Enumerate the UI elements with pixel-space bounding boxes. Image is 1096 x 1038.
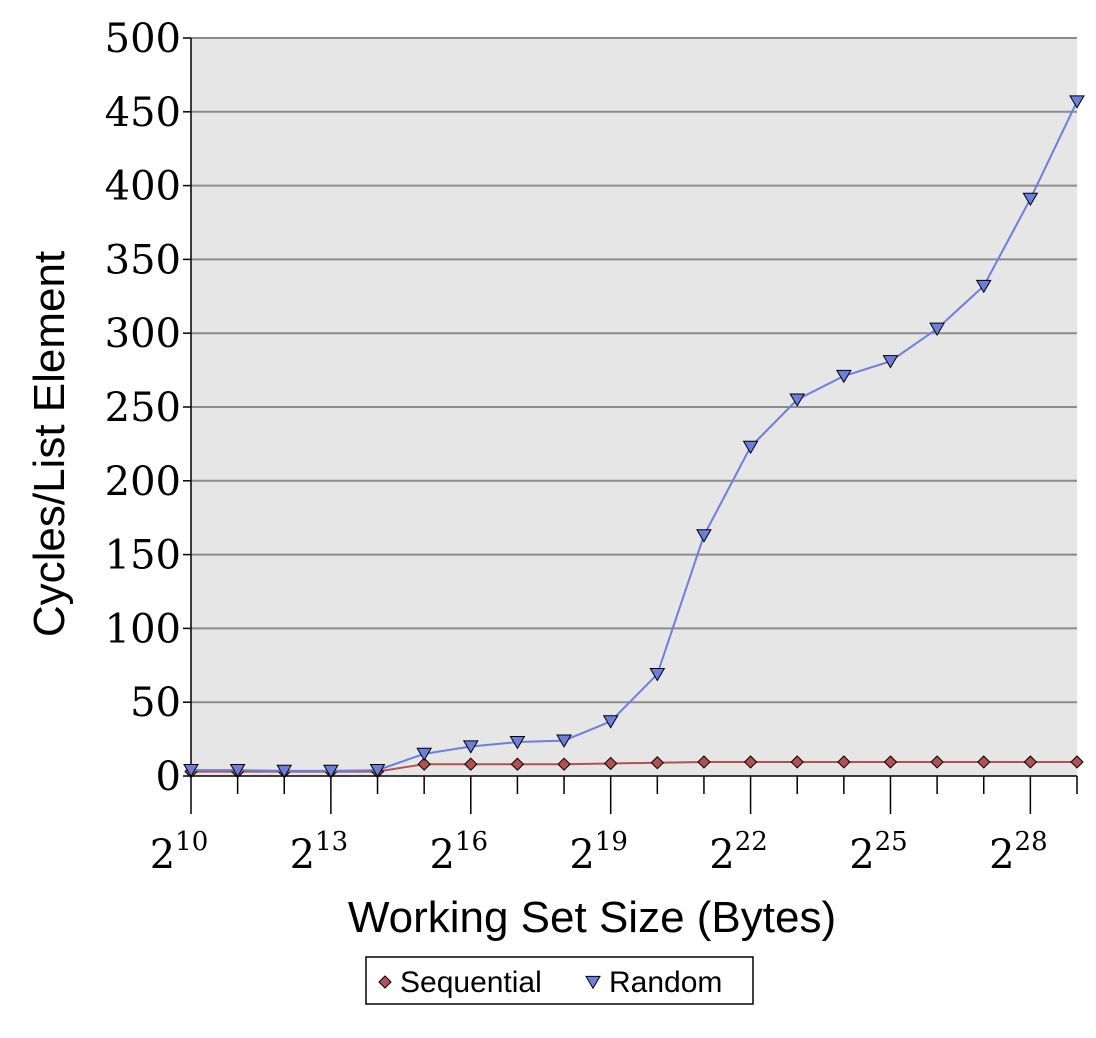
x-tick-label: 216 <box>430 827 489 878</box>
data-point-sequential <box>790 755 804 769</box>
data-point-sequential <box>510 757 525 771</box>
data-point-random <box>975 279 992 294</box>
data-point-random <box>229 763 246 778</box>
y-tick-label: 350 <box>105 237 181 283</box>
series-line-random <box>191 101 1078 772</box>
y-tick-label: 200 <box>105 459 181 505</box>
data-point-random <box>1022 192 1039 207</box>
data-point-sequential <box>883 755 898 769</box>
data-point-random <box>1069 95 1085 109</box>
data-point-random <box>369 763 386 778</box>
data-point-sequential <box>557 757 571 771</box>
legend-marker-sequential <box>378 975 392 989</box>
series-random <box>183 95 1085 779</box>
data-point-random <box>835 369 852 384</box>
data-point-random <box>882 355 899 369</box>
data-point-random <box>462 740 479 754</box>
x-tick-label: 228 <box>989 827 1048 878</box>
y-tick-label: 100 <box>105 606 181 652</box>
data-point-sequential <box>417 757 431 771</box>
data-point-sequential <box>743 755 758 769</box>
y-tick-label: 500 <box>105 16 181 62</box>
data-point-random <box>556 734 572 748</box>
y-tick-label: 450 <box>105 90 181 136</box>
data-point-sequential <box>837 755 851 769</box>
data-point-random <box>509 735 526 750</box>
data-point-sequential <box>650 756 665 770</box>
tick-labels: 0 50 100 150 200 250 300 350 400 450 500 210 213 216 2… <box>105 16 1048 878</box>
data-point-random <box>276 764 293 779</box>
data-point-sequential <box>1023 755 1038 769</box>
data-point-sequential <box>1070 755 1084 769</box>
legend-label-random: Random <box>609 966 722 999</box>
data-point-random <box>602 715 619 729</box>
x-tick-label: 222 <box>709 827 768 878</box>
x-tick-label: 225 <box>849 827 908 878</box>
data-point-sequential <box>464 757 478 771</box>
data-point-random <box>929 322 945 337</box>
data-point-random <box>323 764 339 779</box>
y-tick-label: 150 <box>105 533 181 579</box>
axes <box>183 37 1078 814</box>
legend: Sequential Random <box>365 956 754 1005</box>
data-point-random <box>183 763 199 778</box>
y-tick-label: 50 <box>130 680 181 726</box>
series-group <box>183 95 1085 779</box>
x-tick-label: 210 <box>150 827 209 878</box>
data-point-random <box>789 393 806 407</box>
data-point-random <box>416 747 433 762</box>
legend-box <box>365 956 754 1005</box>
data-point-random <box>649 668 666 682</box>
legend-marker-random <box>585 975 601 990</box>
y-tick-label: 250 <box>105 385 181 431</box>
y-tick-label: 0 <box>156 754 181 800</box>
data-point-random <box>742 440 759 455</box>
y-tick-label: 300 <box>105 311 181 357</box>
x-tick-label: 213 <box>290 827 349 878</box>
data-point-sequential <box>697 755 711 769</box>
data-point-sequential <box>977 755 991 769</box>
data-point-random <box>696 529 712 543</box>
y-axis-label: Cycles/List Element <box>25 251 74 637</box>
legend-label-sequential: Sequential <box>400 966 542 999</box>
data-point-sequential <box>930 755 944 769</box>
x-axis-label: Working Set Size (Bytes) <box>348 893 836 942</box>
y-tick-label: 400 <box>105 164 181 210</box>
data-point-sequential <box>603 756 618 771</box>
x-tick-label: 219 <box>569 827 628 878</box>
grid-lines <box>191 37 1077 704</box>
